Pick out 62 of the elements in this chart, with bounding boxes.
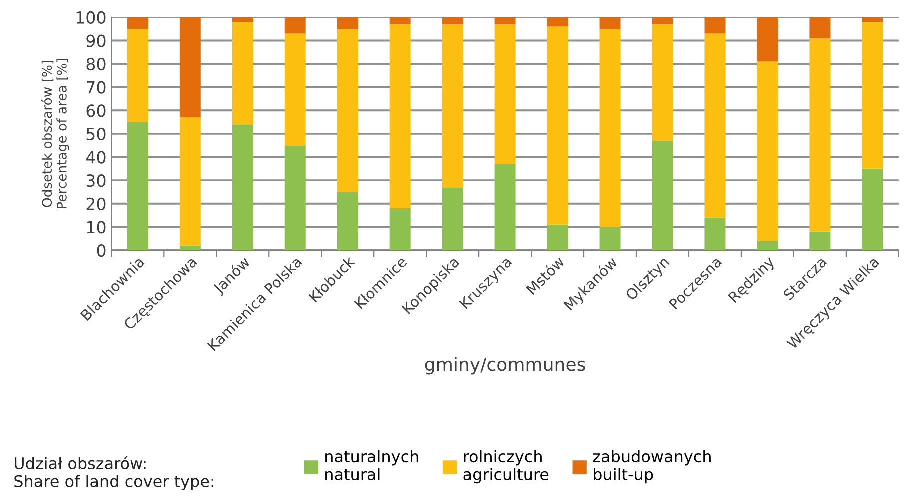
- legend-label: rolniczych agriculture: [464, 450, 549, 484]
- bar: [180, 118, 201, 246]
- bar: [862, 17, 884, 22]
- legend-title: Udział obszarów: Share of land cover type:: [14, 456, 214, 491]
- y-tick-label: 10: [87, 221, 106, 234]
- bar: [547, 17, 568, 27]
- y-tick-label: 40: [86, 151, 106, 164]
- y-tick-label: 60: [86, 104, 106, 118]
- bar: [442, 188, 464, 250]
- bar: [600, 17, 621, 30]
- y-tick-label: 30: [86, 174, 106, 188]
- y-tick-label: 100: [76, 11, 106, 24]
- bar: [337, 29, 358, 192]
- bar: [757, 62, 778, 242]
- bar: [337, 17, 358, 30]
- bar: [390, 208, 411, 250]
- bar: [810, 17, 831, 38]
- bar: [284, 17, 306, 34]
- bar: [127, 17, 148, 30]
- bar: [652, 24, 674, 141]
- bar: [494, 24, 516, 164]
- bar: [704, 17, 726, 34]
- bar: [494, 17, 516, 24]
- bar: [390, 24, 411, 209]
- y-tick-label: 50: [86, 128, 106, 141]
- bar: [652, 17, 674, 24]
- bar: [810, 38, 831, 232]
- y-tick-label: 90: [86, 34, 106, 48]
- bar: [180, 246, 201, 250]
- bar: [757, 241, 778, 250]
- bar: [232, 124, 254, 250]
- legend-label: zabudowanych built-up: [593, 450, 711, 484]
- bar: [284, 146, 306, 250]
- bar: [390, 17, 411, 24]
- bar: [442, 17, 464, 24]
- bar: [494, 164, 516, 250]
- bar: [337, 192, 358, 250]
- y-tick-label: 70: [86, 81, 106, 94]
- y-tick-label: 80: [86, 58, 106, 71]
- bar: [600, 29, 621, 228]
- bar: [810, 232, 831, 250]
- bar: [757, 17, 778, 62]
- bar: [127, 29, 148, 122]
- bar: [232, 17, 254, 22]
- bar: [862, 22, 884, 169]
- bar: [704, 218, 726, 250]
- bar: [180, 17, 201, 118]
- bar: [127, 122, 148, 250]
- bar: [442, 24, 464, 188]
- bar: [652, 140, 674, 250]
- y-tick-label: 0: [97, 244, 106, 258]
- x-axis-title: gminy/communes: [425, 357, 586, 375]
- legend-label: naturalnych natural: [326, 450, 418, 481]
- bar: [547, 26, 568, 225]
- y-tick-label: 20: [86, 198, 106, 210]
- bar: [547, 224, 568, 250]
- bar: [600, 227, 621, 250]
- bar: [862, 168, 884, 250]
- bar: [704, 34, 726, 218]
- y-axis-title: Odsetek obszarów [%] Percentage of area [%]: [41, 59, 70, 209]
- bar: [232, 22, 254, 125]
- bar: [284, 34, 306, 146]
